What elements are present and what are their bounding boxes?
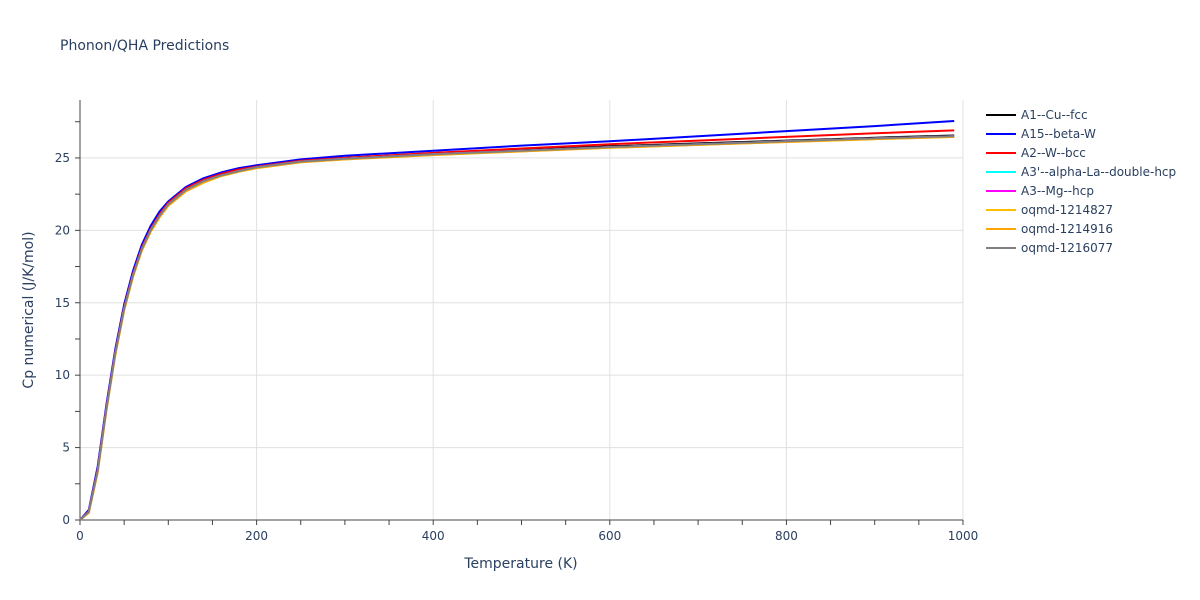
- legend[interactable]: A1--Cu--fcc A15--beta-W A2--W--bcc A3'--alp…: [986, 108, 1176, 255]
- x-tick-label: 1000: [948, 529, 979, 543]
- y-tick-label: 20: [55, 223, 70, 237]
- axes: [75, 100, 964, 525]
- legend-label[interactable]: A1--Cu--fcc: [1021, 108, 1088, 122]
- legend-label[interactable]: A2--W--bcc: [1021, 146, 1086, 160]
- y-tick-label: 10: [55, 368, 70, 382]
- series-line: [79, 135, 955, 521]
- series-line: [79, 135, 955, 521]
- y-tick-label: 15: [55, 296, 70, 310]
- legend-label[interactable]: oqmd-1214827: [1021, 203, 1113, 217]
- x-tick-label: 0: [76, 529, 84, 543]
- plot-area: [79, 120, 955, 521]
- series-line: [79, 134, 955, 521]
- x-tick-label: 600: [598, 529, 621, 543]
- y-tick-label: 5: [62, 441, 70, 455]
- tick-labels: 0 200 400 600 800 1000 0 5 10 15 20 25: [55, 151, 979, 543]
- x-axis-title: Temperature (K): [463, 556, 577, 572]
- grid-lines: [80, 100, 964, 520]
- chart-title: Phonon/QHA Predictions: [60, 38, 229, 54]
- legend-label[interactable]: A15--beta-W: [1021, 127, 1096, 141]
- legend-label[interactable]: A3'--alpha-La--double-hcp: [1021, 165, 1176, 179]
- legend-label[interactable]: A3--Mg--hcp: [1021, 184, 1094, 198]
- series-line: [79, 135, 955, 521]
- y-tick-label: 25: [55, 151, 70, 165]
- series-line: [79, 129, 955, 521]
- x-tick-label: 400: [422, 529, 445, 543]
- x-tick-label: 200: [245, 529, 268, 543]
- series-line: [79, 135, 955, 521]
- legend-label[interactable]: oqmd-1214916: [1021, 222, 1113, 236]
- y-tick-label: 0: [62, 513, 70, 527]
- y-axis-title: Cp numerical (J/K/mol): [21, 231, 37, 388]
- x-tick-label: 800: [775, 529, 798, 543]
- series-line: [79, 135, 955, 521]
- legend-label[interactable]: oqmd-1216077: [1021, 241, 1113, 255]
